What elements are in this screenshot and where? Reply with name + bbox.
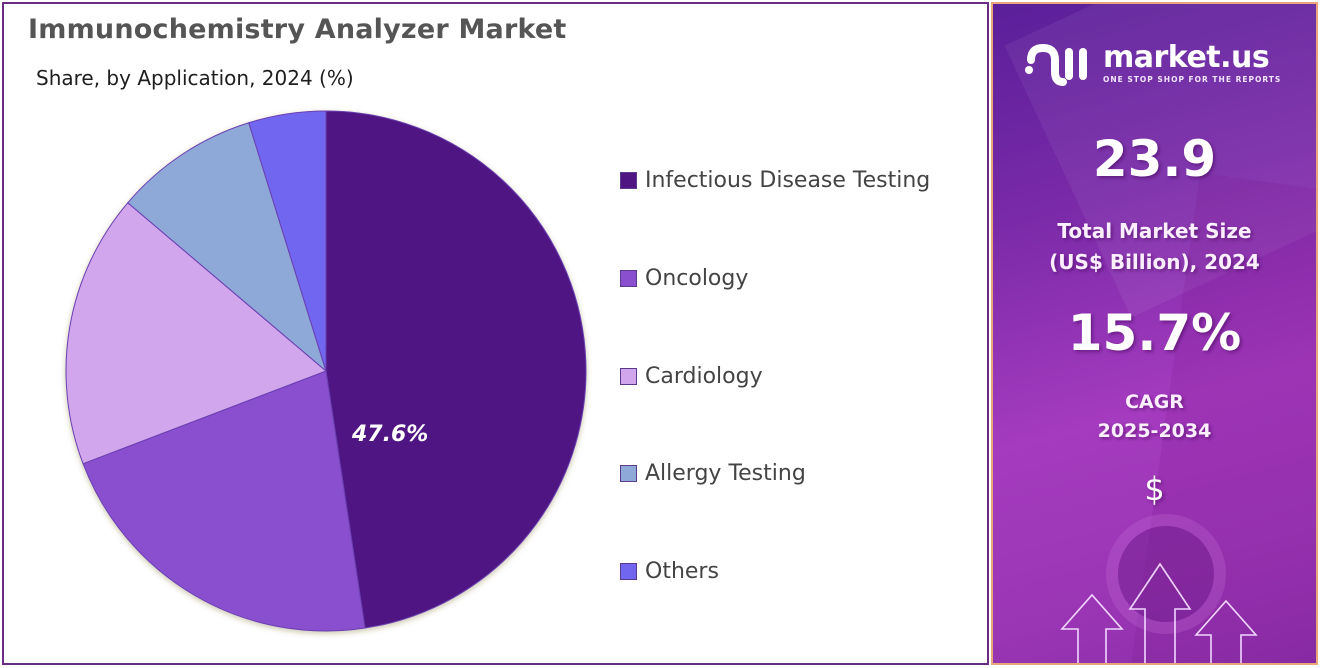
brand-tagline: ONE STOP SHOP FOR THE REPORTS [1103,74,1282,84]
chart-title: Immunochemistry Analyzer Market [28,14,567,45]
market-size-label-line2: (US$ Billion), 2024 [1049,250,1260,274]
brand-name: market.us [1103,39,1270,75]
market-us-logo-icon [1025,43,1087,86]
legend-item-cardiology: Cardiology [620,364,763,389]
legend-item-allergy-testing: Allergy Testing [620,461,806,486]
pie-slice-oncology [82,370,366,632]
legend-swatch [620,172,637,189]
pie-slice-cardiology [65,202,327,465]
legend-item-others: Others [620,559,719,584]
brand-logo: market.us ONE STOP SHOP FOR THE REPORTS [1023,40,1281,86]
chart-panel: Immunochemistry Analyzer Market Share, b… [2,2,989,665]
pie-chart [56,100,596,640]
pie-data-label-infectious: 47.6% [352,422,429,447]
cagr-value: 15.7% [1067,304,1242,362]
legend-swatch [620,563,637,580]
legend-item-oncology: Oncology [620,266,748,291]
legend-swatch [620,465,637,482]
pie-slice-others [248,110,327,372]
growth-arrows-icon [1060,562,1258,663]
legend-label: Infectious Disease Testing [645,168,931,193]
market-size-value: 23.9 [1092,130,1217,188]
pie-chart-svg [65,110,587,632]
legend-label: Cardiology [645,364,763,389]
summary-sidebar: market.us ONE STOP SHOP FOR THE REPORTS … [991,2,1318,665]
legend-swatch [620,270,637,287]
pie-slice-allergy-testing [127,122,327,373]
legend-label: Others [645,559,719,584]
market-size-label-line1: Total Market Size [1057,219,1252,243]
pie-slice-infectious-disease-testing [325,110,587,629]
legend-label: Oncology [645,266,749,291]
cagr-label-line1: CAGR [1125,391,1184,413]
cagr-label-line2: 2025-2034 [1097,420,1212,442]
legend-label: Allergy Testing [645,461,806,486]
legend-swatch [620,368,637,385]
dollar-icon: $ [1144,470,1165,508]
chart-subtitle: Share, by Application, 2024 (%) [36,66,354,90]
legend-item-infectious-disease-testing: Infectious Disease Testing [620,168,930,193]
